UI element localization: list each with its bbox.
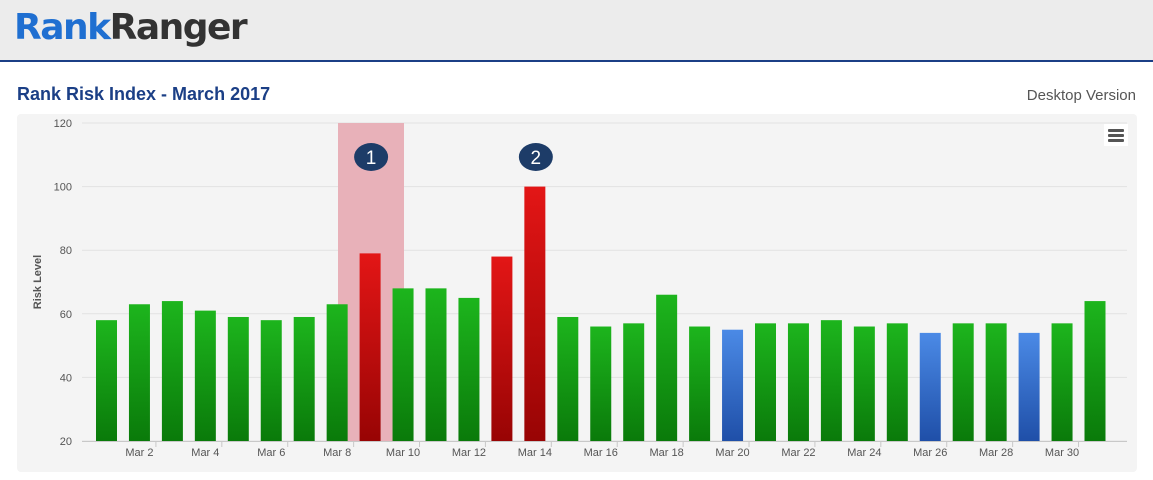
bar-mar-7[interactable] bbox=[293, 316, 315, 441]
menu-icon bbox=[1108, 134, 1124, 137]
y-tick-label: 80 bbox=[60, 245, 72, 257]
bar-mar-4[interactable] bbox=[194, 310, 216, 441]
chart-menu-button[interactable] bbox=[1104, 124, 1128, 146]
bar-mar-19[interactable] bbox=[689, 326, 711, 441]
bar-mar-16[interactable] bbox=[590, 326, 612, 441]
x-tick-label: Mar 8 bbox=[323, 447, 351, 459]
x-tick-label: Mar 2 bbox=[125, 447, 153, 459]
menu-icon bbox=[1108, 139, 1124, 142]
x-tick-label: Mar 16 bbox=[584, 447, 618, 459]
bar-mar-27[interactable] bbox=[952, 323, 974, 441]
bar-mar-1[interactable] bbox=[96, 320, 117, 441]
bar-mar-12[interactable] bbox=[458, 297, 480, 441]
y-tick-label: 20 bbox=[60, 436, 72, 448]
bar-mar-25[interactable] bbox=[886, 323, 908, 441]
event-marker-label: 2 bbox=[531, 148, 542, 169]
bar-mar-9[interactable] bbox=[359, 253, 381, 441]
x-tick-label: Mar 18 bbox=[650, 447, 684, 459]
y-tick-label: 120 bbox=[54, 118, 72, 130]
bar-mar-23[interactable] bbox=[820, 320, 842, 441]
x-tick-label: Mar 22 bbox=[781, 447, 815, 459]
y-tick-label: 40 bbox=[60, 372, 72, 384]
bar-mar-30[interactable] bbox=[1051, 323, 1073, 441]
y-axis-label: Risk Level bbox=[32, 255, 44, 309]
bar-mar-22[interactable] bbox=[787, 323, 809, 441]
x-tick-label: Mar 24 bbox=[847, 447, 881, 459]
header-bar: RankRanger bbox=[0, 0, 1153, 62]
event-marker[interactable] bbox=[354, 143, 389, 171]
bar-mar-18[interactable] bbox=[656, 294, 678, 441]
y-tick-label: 60 bbox=[60, 309, 72, 321]
x-tick-label: Mar 30 bbox=[1045, 447, 1079, 459]
bar-mar-10[interactable] bbox=[392, 288, 414, 441]
bar-mar-21[interactable] bbox=[755, 323, 776, 441]
bar-mar-14[interactable] bbox=[524, 186, 546, 441]
bar-mar-17[interactable] bbox=[623, 323, 645, 441]
page-title: Rank Risk Index - March 2017 bbox=[17, 84, 271, 104]
x-tick-label: Mar 4 bbox=[191, 447, 219, 459]
bar-mar-13[interactable] bbox=[491, 256, 513, 441]
bar-mar-26[interactable] bbox=[919, 332, 941, 441]
bar-mar-31[interactable] bbox=[1084, 301, 1106, 441]
bar-mar-3[interactable] bbox=[161, 301, 183, 441]
bar-mar-8[interactable] bbox=[326, 304, 348, 441]
bar-mar-15[interactable] bbox=[557, 316, 579, 441]
bar-mar-24[interactable] bbox=[853, 326, 875, 441]
bar-mar-29[interactable] bbox=[1018, 332, 1040, 441]
x-tick-label: Mar 12 bbox=[452, 447, 486, 459]
x-tick-label: Mar 26 bbox=[913, 447, 947, 459]
event-marker-label: 1 bbox=[366, 148, 377, 169]
x-tick-label: Mar 14 bbox=[518, 447, 552, 459]
menu-icon bbox=[1108, 129, 1124, 132]
rankranger-logo[interactable]: RankRanger bbox=[14, 7, 248, 48]
bar-mar-28[interactable] bbox=[985, 323, 1007, 441]
version-label: Desktop Version bbox=[1026, 87, 1136, 104]
event-marker[interactable] bbox=[518, 143, 553, 171]
x-tick-label: Mar 20 bbox=[715, 447, 749, 459]
bar-mar-6[interactable] bbox=[260, 320, 282, 441]
x-tick-label: Mar 6 bbox=[257, 447, 285, 459]
x-tick-label: Mar 10 bbox=[386, 447, 420, 459]
bar-mar-2[interactable] bbox=[128, 304, 150, 441]
bar-mar-20[interactable] bbox=[722, 329, 744, 441]
y-tick-label: 100 bbox=[54, 182, 72, 194]
x-tick-label: Mar 28 bbox=[979, 447, 1013, 459]
bar-mar-11[interactable] bbox=[425, 288, 447, 441]
bar-mar-5[interactable] bbox=[227, 316, 249, 441]
